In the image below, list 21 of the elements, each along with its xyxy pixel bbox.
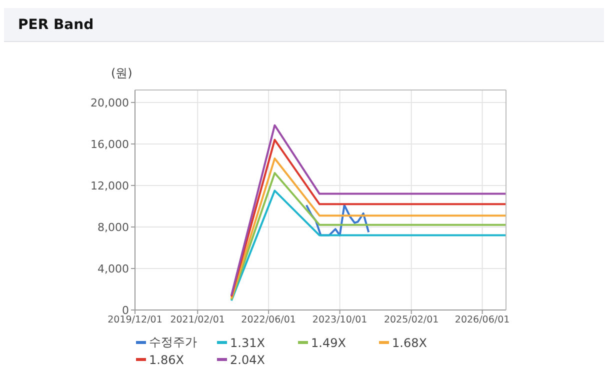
- y-tick-label: 12,000: [90, 179, 129, 192]
- legend-label: 수정주가: [149, 334, 197, 351]
- legend-label: 2.04X: [230, 352, 265, 366]
- y-tick-label: 20,000: [90, 96, 129, 110]
- legend-label: 1.49X: [311, 336, 346, 350]
- chart-title: PER Band: [4, 8, 604, 42]
- x-tick-label: 2023/10/01: [312, 314, 368, 326]
- x-tick-label: 2021/02/01: [170, 314, 225, 326]
- y-axis-title: (원): [111, 65, 132, 82]
- y-tick-label: 4,000: [98, 262, 129, 276]
- legend-label: 1.86X: [149, 352, 184, 366]
- legend-label: 1.68X: [392, 336, 427, 350]
- line-series: [305, 204, 370, 236]
- x-tick-label: 2026/06/01: [454, 314, 510, 326]
- y-tick-label: 0: [122, 304, 129, 317]
- legend-label: 1.31X: [230, 336, 265, 350]
- y-tick-label: 16,000: [90, 138, 129, 151]
- x-tick-label: 2022/06/01: [241, 314, 296, 326]
- x-tick-label: 2025/02/01: [384, 314, 439, 326]
- x-tick-label: 2019/12/01: [108, 314, 162, 326]
- y-tick-label: 8,000: [98, 220, 129, 234]
